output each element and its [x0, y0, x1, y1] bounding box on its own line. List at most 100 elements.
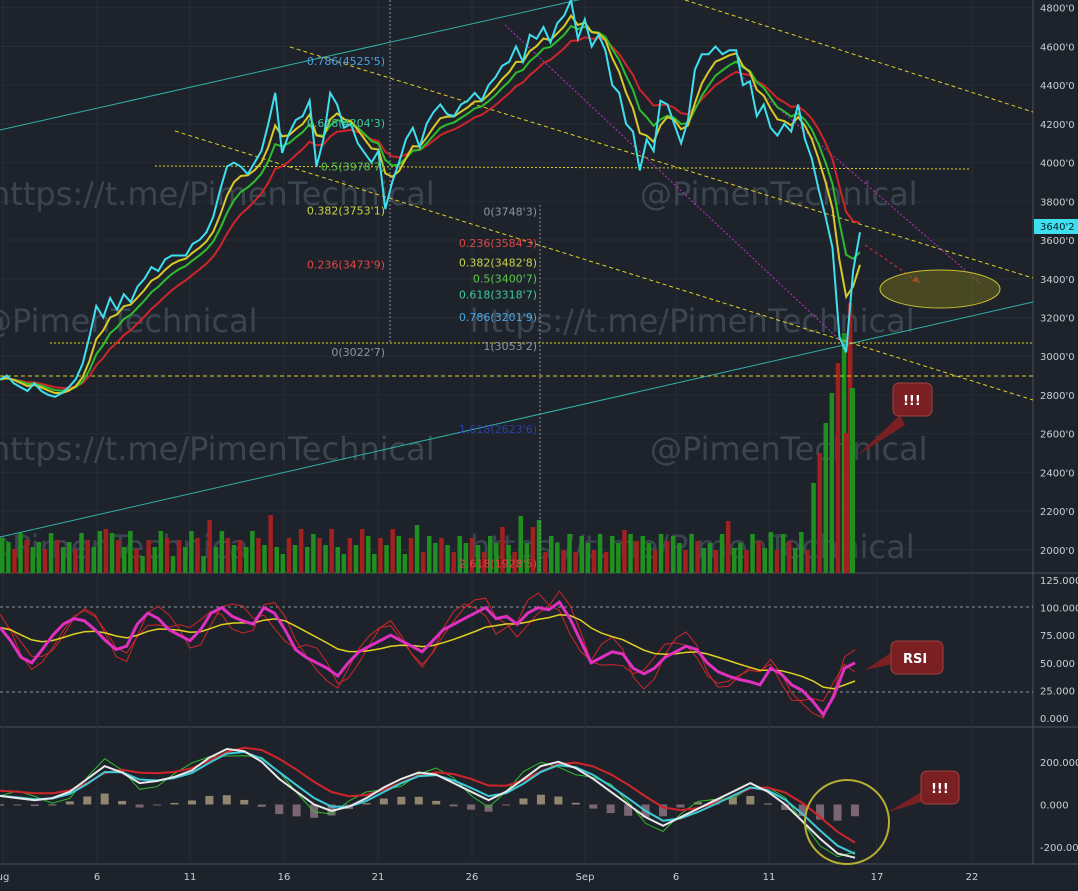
volume-bar: [359, 529, 365, 573]
price-line: [0, 0, 861, 398]
macd-hist-bar: [414, 796, 423, 805]
macd-hist-bar: [536, 794, 545, 805]
volume-bar: [73, 549, 78, 573]
macd-hist-bar: [153, 804, 162, 806]
volume-bar: [634, 541, 639, 573]
volume-bar: [256, 538, 261, 573]
macd-hist-bar: [100, 793, 109, 805]
volume-bar: [732, 548, 737, 573]
volume-bar: [396, 536, 401, 573]
volume-bar: [317, 538, 322, 573]
price-tick-label: 4400'0: [1040, 81, 1075, 92]
macd-hist-bar: [711, 798, 720, 805]
volume-bar: [457, 536, 462, 573]
callout-rsi-box: [890, 640, 944, 675]
macd-cyan-line: [0, 750, 856, 855]
volume-bar: [616, 543, 621, 573]
x-tick-label: 17: [871, 872, 884, 883]
price-tick-label: 4600'0: [1040, 42, 1075, 53]
watermark-text: https://t.me/PimenTechnical: [0, 175, 435, 213]
volume-bar: [323, 545, 328, 573]
macd-panel: [0, 746, 890, 865]
macd-hist-bar: [240, 799, 249, 805]
volume-bars: [0, 303, 855, 573]
volume-bar: [134, 549, 139, 573]
fib-right-label: 2.618(1928'5): [459, 558, 537, 571]
macd-hist-bar: [728, 797, 737, 805]
volume-bar: [341, 554, 347, 573]
volume-bar: [384, 545, 389, 573]
volume-bar: [30, 547, 35, 573]
volume-bar: [799, 532, 804, 573]
callout-rsi-text: RSI: [903, 652, 927, 667]
volume-bar: [780, 534, 786, 573]
volume-bar: [18, 533, 23, 573]
price-tick-label: 4000'0: [1040, 159, 1075, 170]
volume-bar: [152, 547, 157, 573]
rsi-tick-label: 75.000: [1040, 631, 1075, 642]
volume-bar: [786, 541, 792, 573]
price-tick-label: 3000'0: [1040, 352, 1075, 363]
channel-yellow-1: [289, 46, 1034, 279]
volume-bar: [823, 423, 828, 573]
volume-bar: [445, 545, 450, 573]
macd-hist-bar: [362, 803, 371, 805]
volume-bar: [189, 531, 194, 573]
volume-bar: [811, 483, 816, 573]
fib-labels: 0.786(4525'5) 0.618(4204'3) 0.5(3978'7) 0.3…: [307, 55, 537, 571]
volume-bar: [744, 550, 749, 573]
fib-right-label: 0.5(3400'7): [473, 273, 537, 286]
macd-hist-bar: [554, 796, 563, 805]
macd-hist-bar: [449, 804, 458, 807]
volume-bar: [262, 545, 267, 573]
volume-bar: [420, 552, 426, 573]
volume-bar: [402, 554, 408, 573]
volume-bar: [695, 541, 700, 573]
volume-bar: [250, 531, 255, 573]
volume-bar: [286, 538, 292, 573]
fib-left-label: 0.618(4204'3): [307, 117, 385, 130]
macd-hist-bar: [502, 804, 511, 806]
ma-yellow-line: [0, 13, 861, 394]
volume-bar: [329, 529, 334, 573]
x-tick-label: 6: [673, 872, 679, 883]
fib-right-label: 1(3053'2): [483, 340, 537, 353]
macd-hist-bar: [606, 804, 615, 814]
fib-right-label: 0(3748'3): [483, 205, 537, 218]
volume-bar: [244, 547, 249, 573]
volume-bar: [213, 547, 218, 573]
volume-bar: [518, 516, 523, 573]
x-tick-label: 6: [94, 872, 100, 883]
price-axis: 4800'0 4600'0 4400'0 4200'0 4000'0 3800'0 3600…: [1040, 4, 1075, 557]
volume-bar: [280, 554, 286, 573]
last-price-marker: 3640'2: [1034, 219, 1078, 234]
volume-bar: [122, 547, 127, 573]
volume-bar: [195, 538, 200, 573]
rsi-red-line-2: [0, 590, 856, 719]
macd-hist-bar: [624, 804, 633, 816]
rsi-tick-label: 50.000: [1040, 659, 1075, 670]
x-tick-label: 21: [372, 872, 385, 883]
macd-hist-bar: [676, 804, 685, 808]
volume-bar: [6, 542, 11, 573]
callout-macd-text: !!!: [931, 782, 949, 797]
ma-green-line: [0, 24, 861, 392]
macd-line: [0, 747, 856, 859]
macd-hist-bar: [432, 800, 441, 805]
macd-hist-bar: [693, 802, 702, 805]
volume-bar: [311, 534, 316, 573]
volume-bar: [701, 548, 706, 573]
watermarks: https://t.me/PimenTechnical @PimenTechni…: [0, 175, 928, 566]
fib-left-label: 0.236(3473'9): [307, 258, 385, 271]
volume-bar: [378, 538, 383, 573]
volume-bar: [305, 547, 310, 573]
macd-hist-bar: [746, 795, 755, 805]
rsi-tick-label: 100.000: [1040, 604, 1078, 615]
volume-bar: [48, 533, 54, 573]
macd-hist-bar: [187, 800, 196, 805]
volume-bar: [158, 531, 164, 573]
volume-bar: [366, 536, 371, 573]
callout-macd-pointer: [888, 790, 928, 812]
volume-bar: [530, 527, 536, 573]
